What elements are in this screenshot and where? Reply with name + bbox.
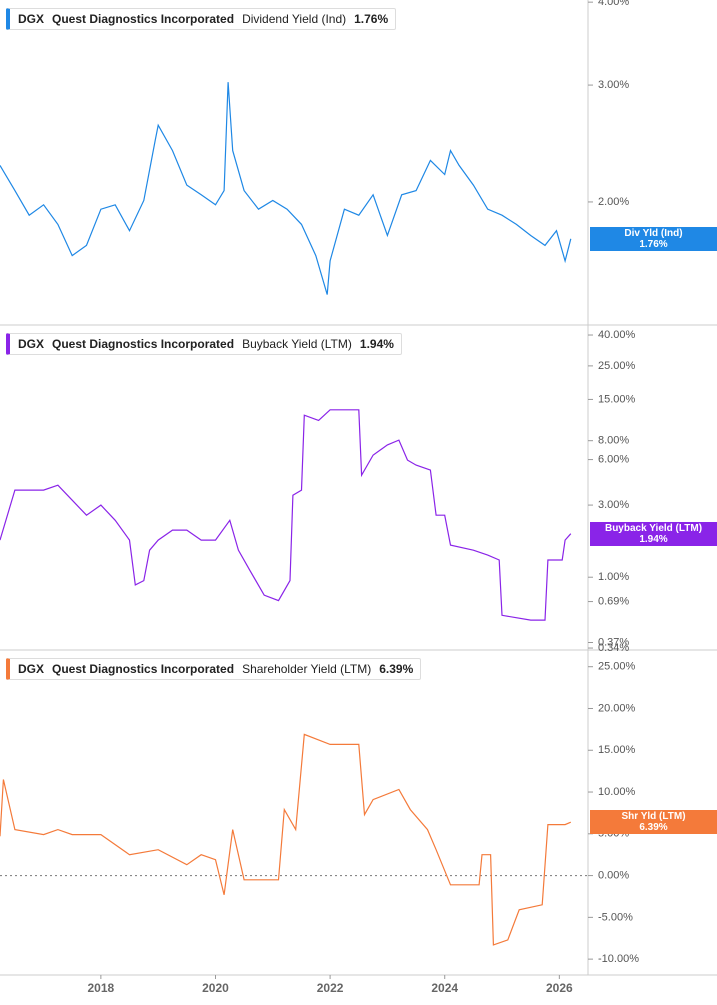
y-tick-label: 0.37% <box>598 636 629 648</box>
ticker: DGX <box>18 12 45 26</box>
tag-value: 6.39% <box>639 822 668 834</box>
value-tag: Buyback Yield (LTM) 1.94% <box>590 521 717 546</box>
line-series <box>0 409 572 621</box>
y-tick-label: -5.00% <box>598 911 633 923</box>
x-tick-label: 2018 <box>88 981 115 995</box>
tag-name: Div Yld (Ind) <box>624 227 683 239</box>
tag-value: 1.94% <box>639 533 668 545</box>
y-tick-label: 2.00% <box>598 196 629 208</box>
ticker: DGX <box>18 337 45 351</box>
y-tick-label: 15.00% <box>598 744 636 756</box>
company: Quest Diagnostics Incorporated <box>52 662 235 676</box>
y-tick-label: 3.00% <box>598 499 629 511</box>
metric: Dividend Yield (Ind) <box>242 12 347 26</box>
y-tick-label: 10.00% <box>598 786 636 798</box>
current-value: 6.39% <box>379 662 414 676</box>
x-tick-label: 2022 <box>317 981 344 995</box>
y-tick-label: 0.00% <box>598 869 629 881</box>
line-series <box>0 82 572 295</box>
panel-header: DGX Quest Diagnostics Incorporated Divid… <box>6 8 397 30</box>
y-tick-label: 4.00% <box>598 0 629 8</box>
panel-header: DGX Quest Diagnostics Incorporated Share… <box>6 658 422 680</box>
value-tag: Div Yld (Ind) 1.76% <box>590 226 717 251</box>
panel-header: DGX Quest Diagnostics Incorporated Buyba… <box>6 333 402 355</box>
y-tick-label: -10.00% <box>598 953 639 965</box>
y-tick-label: 15.00% <box>598 393 636 405</box>
line-series <box>0 733 572 946</box>
metric: Buyback Yield (LTM) <box>242 337 352 351</box>
y-tick-label: 40.00% <box>598 329 636 341</box>
x-tick-label: 2024 <box>431 981 458 995</box>
y-tick-label: 6.00% <box>598 453 629 465</box>
y-tick-label: 1.00% <box>598 571 629 583</box>
current-value: 1.94% <box>359 337 394 351</box>
tag-value: 1.76% <box>639 238 668 250</box>
x-tick-label: 2026 <box>546 981 573 995</box>
metric: Shareholder Yield (LTM) <box>242 662 372 676</box>
tag-name: Shr Yld (LTM) <box>621 811 686 823</box>
company: Quest Diagnostics Incorporated <box>52 337 235 351</box>
y-tick-label: 25.00% <box>598 661 636 673</box>
y-tick-label: 20.00% <box>598 702 636 714</box>
tag-name: Buyback Yield (LTM) <box>604 522 703 534</box>
ticker: DGX <box>18 662 45 676</box>
company: Quest Diagnostics Incorporated <box>52 12 235 26</box>
y-tick-label: 0.69% <box>598 595 629 607</box>
x-tick-label: 2020 <box>202 981 229 995</box>
y-tick-label: 3.00% <box>598 79 629 91</box>
value-tag: Shr Yld (LTM) 6.39% <box>590 810 717 835</box>
current-value: 1.76% <box>354 12 389 26</box>
y-tick-label: 8.00% <box>598 435 629 447</box>
y-tick-label: 25.00% <box>598 360 636 372</box>
y-tick-label: 0.34% <box>598 642 629 654</box>
